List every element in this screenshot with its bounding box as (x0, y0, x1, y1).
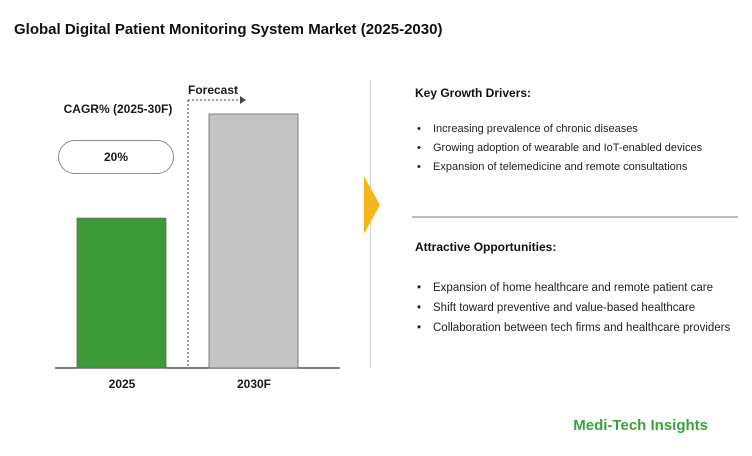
list-item: • Increasing prevalence of chronic diseas… (415, 120, 745, 139)
forecast-label: Forecast (188, 83, 239, 97)
cagr-value-pill: 20% (58, 140, 174, 174)
brand-logo: Medi-Tech Insights (573, 417, 708, 434)
list-item: • Expansion of home healthcare and remote… (415, 278, 745, 298)
cagr-label: CAGR% (2025-30F) (63, 102, 173, 116)
opportunities-title: Attractive Opportunities: (415, 240, 557, 254)
key-growth-drivers: Key Growth Drivers: • Increasing prevalen… (415, 86, 745, 177)
list-item: • Collaboration between tech firms and he… (415, 318, 745, 338)
list-item: • Expansion of telemedicine and remote co… (415, 158, 745, 177)
bullet-icon: • (417, 123, 421, 135)
forecast-arrow-head (240, 96, 246, 104)
attractive-opportunities: Attractive Opportunities: • Expansion of … (415, 240, 745, 338)
bullet-icon: • (417, 282, 422, 294)
bullet-icon: • (417, 142, 421, 154)
bar-2030f (208, 113, 299, 369)
horizontal-divider (412, 216, 738, 218)
category-label-2025: 2025 (108, 377, 136, 391)
drivers-title: Key Growth Drivers: (415, 86, 532, 100)
bullet-icon: • (417, 302, 422, 314)
page-title: Global Digital Patient Monitoring System… (14, 21, 443, 38)
category-label-2030f: 2030F (236, 377, 272, 391)
bar-2025 (76, 217, 167, 369)
list-item: • Growing adoption of wearable and IoT-en… (415, 139, 745, 158)
chevron-right-icon (364, 176, 380, 234)
bullet-icon: • (417, 161, 421, 173)
bullet-icon: • (417, 322, 422, 334)
list-item: • Shift toward preventive and value-based… (415, 298, 745, 318)
